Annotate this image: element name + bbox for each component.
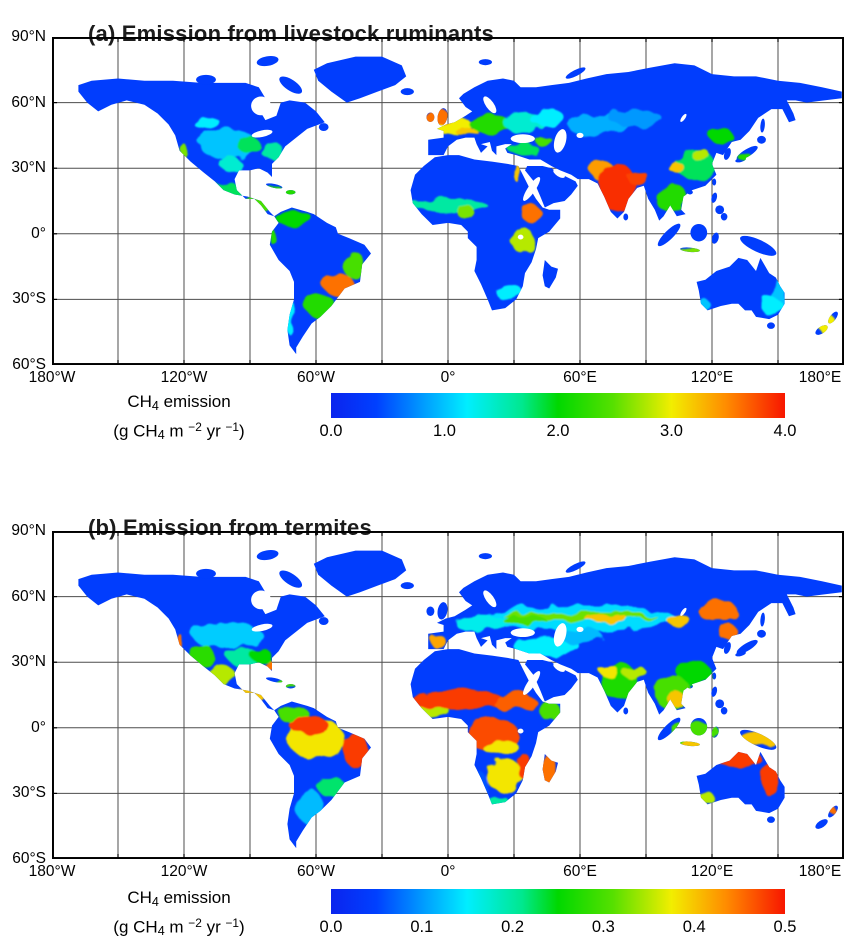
colorbar-b-unit-label: CH4 emission (g CH4 m −2 yr −1)	[113, 888, 245, 938]
lon-tick-label-b: 60°E	[563, 863, 597, 880]
colorbar-tick-label-b: 0.0	[319, 918, 343, 936]
lon-tick-label-a: 120°W	[160, 369, 208, 386]
lon-tick-label-a: 180°W	[28, 369, 76, 386]
panel-a-map	[52, 37, 844, 365]
colorbar-tick-label-a: 3.0	[660, 422, 683, 440]
colorbar-tick-label-a: 1.0	[433, 422, 456, 440]
colorbar-a-unit-label: CH4 emission (g CH4 m −2 yr −1)	[113, 392, 245, 442]
colorbar-b	[331, 889, 785, 914]
lon-tick-label-b: 120°W	[160, 863, 208, 880]
lat-tick-label-a: 60°N	[11, 93, 46, 111]
panel-a-title: (a) Emission from livestock ruminants	[88, 21, 494, 47]
lon-tick-label-a: 60°W	[296, 369, 336, 386]
lon-tick-label-a: 120°E	[690, 369, 734, 386]
lat-tick-label-a: 90°N	[11, 28, 46, 45]
lat-tick-label-b: 90°N	[11, 522, 46, 539]
lon-tick-label-a: 60°E	[563, 369, 597, 386]
lat-tick-label-b: 60°S	[12, 850, 46, 867]
lon-tick-label-b: 180°E	[798, 863, 842, 880]
lon-tick-label-b: 180°W	[28, 863, 76, 880]
colorbar-tick-label-a: 0.0	[319, 422, 343, 440]
lat-tick-label-a: 30°N	[11, 159, 46, 177]
colorbar-tick-label-b: 0.2	[501, 918, 525, 936]
colorbar-tick-label-a: 2.0	[546, 422, 570, 440]
colorbar-tick-label-b: 0.4	[682, 918, 706, 936]
lon-tick-label-a: 180°E	[798, 369, 842, 386]
lat-tick-label-b: 0°	[31, 718, 46, 736]
lat-tick-label-a: 60°S	[12, 356, 46, 373]
lon-tick-label-b: 120°E	[690, 863, 734, 880]
lat-tick-label-a: 0°	[31, 224, 46, 242]
lon-tick-label-a: 0°	[440, 369, 456, 386]
colorbar-a	[331, 393, 785, 418]
lat-tick-label-b: 30°N	[11, 653, 46, 671]
lon-tick-label-b: 60°W	[296, 863, 336, 880]
panel-b-title: (b) Emission from termites	[88, 515, 372, 541]
lat-tick-label-a: 30°S	[12, 290, 46, 308]
colorbar-tick-label-b: 0.1	[410, 918, 434, 936]
lat-tick-label-b: 60°N	[11, 587, 46, 605]
lat-tick-label-b: 30°S	[12, 784, 46, 802]
lon-tick-label-b: 0°	[440, 863, 456, 880]
panel-b-map	[52, 531, 844, 859]
colorbar-tick-label-b: 0.3	[591, 918, 615, 936]
colorbar-tick-label-b: 0.5	[773, 918, 797, 936]
world-heatmap-b	[52, 531, 844, 859]
colorbar-tick-label-a: 4.0	[773, 422, 797, 440]
world-heatmap-a	[52, 37, 844, 365]
